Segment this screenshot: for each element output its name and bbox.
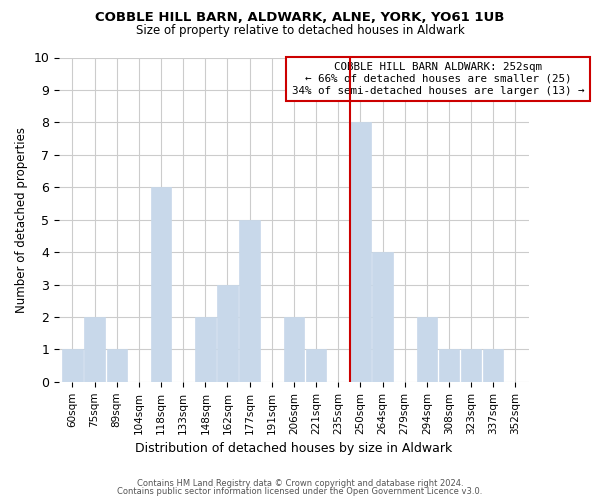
Bar <box>461 350 481 382</box>
Bar <box>217 284 238 382</box>
Text: COBBLE HILL BARN, ALDWARK, ALNE, YORK, YO61 1UB: COBBLE HILL BARN, ALDWARK, ALNE, YORK, Y… <box>95 11 505 24</box>
Text: COBBLE HILL BARN ALDWARK: 252sqm
← 66% of detached houses are smaller (25)
34% o: COBBLE HILL BARN ALDWARK: 252sqm ← 66% o… <box>292 62 584 96</box>
Bar <box>107 350 127 382</box>
Bar <box>195 317 215 382</box>
Bar <box>306 350 326 382</box>
Bar <box>350 122 371 382</box>
Bar <box>85 317 105 382</box>
Bar <box>239 220 260 382</box>
Text: Contains public sector information licensed under the Open Government Licence v3: Contains public sector information licen… <box>118 487 482 496</box>
Bar <box>416 317 437 382</box>
Bar <box>62 350 83 382</box>
Text: Contains HM Land Registry data © Crown copyright and database right 2024.: Contains HM Land Registry data © Crown c… <box>137 479 463 488</box>
Y-axis label: Number of detached properties: Number of detached properties <box>15 126 28 312</box>
Bar <box>284 317 304 382</box>
Text: Size of property relative to detached houses in Aldwark: Size of property relative to detached ho… <box>136 24 464 37</box>
X-axis label: Distribution of detached houses by size in Aldwark: Distribution of detached houses by size … <box>135 442 452 455</box>
Bar <box>373 252 392 382</box>
Bar <box>483 350 503 382</box>
Bar <box>151 187 171 382</box>
Bar <box>439 350 459 382</box>
